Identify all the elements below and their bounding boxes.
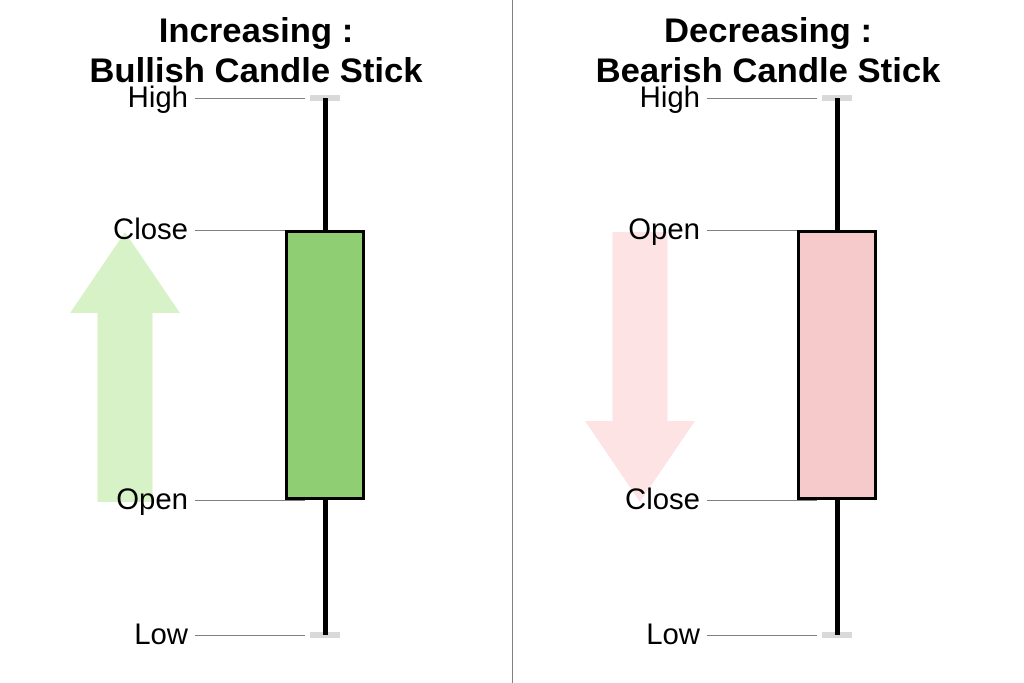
bearish-label-high: High [640,81,700,115]
bearish-hline-low [707,635,817,636]
bullish-hline-lower [195,500,305,501]
bullish-label-lower: Open [116,483,188,517]
bullish-arrow-up [70,232,180,502]
candlestick-diagram: { "canvas": { "width": 1024, "height": 6… [0,0,1024,683]
bullish-hline-low [195,635,305,636]
bearish-hline-high [707,98,817,99]
bearish-label-low: Low [646,618,700,652]
bullish-arrow-shape [70,232,180,502]
bullish-body [285,230,365,500]
center-divider [512,0,513,683]
bullish-label-high: High [128,81,188,115]
bullish-title: Increasing : Bullish Candle Stick [6,12,506,92]
bearish-label-lower: Close [625,483,700,517]
bearish-label-upper: Open [628,213,700,247]
bullish-hline-high [195,98,305,99]
bearish-arrow-down [585,232,695,502]
bearish-arrow-shape [585,232,695,502]
bearish-hline-lower [707,500,817,501]
bearish-body [797,230,877,500]
bullish-label-low: Low [134,618,188,652]
bearish-title: Decreasing : Bearish Candle Stick [518,12,1018,92]
bullish-label-upper: Close [113,213,188,247]
